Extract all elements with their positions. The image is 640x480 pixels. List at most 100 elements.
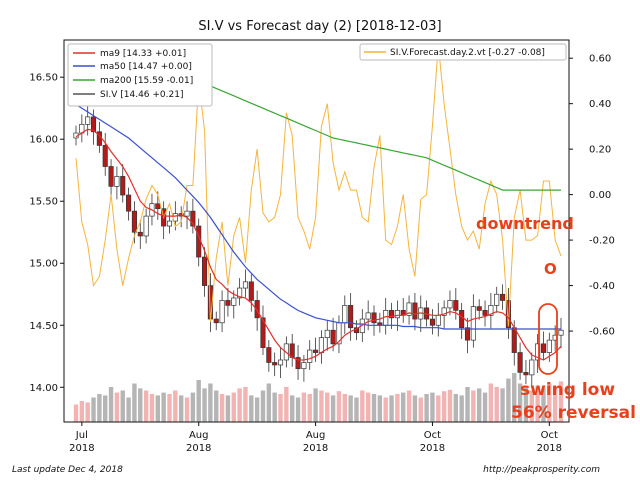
volume-bar bbox=[184, 397, 190, 422]
ma9-line bbox=[75, 128, 562, 361]
volume-bar bbox=[395, 394, 400, 422]
volume-bar bbox=[436, 395, 441, 422]
volume-bar bbox=[494, 387, 499, 422]
x-tick-year: 2018 bbox=[186, 443, 211, 454]
volume-bar bbox=[552, 387, 558, 422]
legend-siv: SI.V [14.46 +0.21] bbox=[100, 90, 183, 100]
x-tick-label: Jul bbox=[75, 430, 88, 441]
candle-body bbox=[225, 300, 231, 306]
volume-bar bbox=[506, 378, 511, 422]
volume-bar bbox=[541, 388, 546, 422]
right-tick-label: 0.00 bbox=[589, 190, 611, 201]
candle-body bbox=[277, 359, 284, 366]
candle-body bbox=[120, 176, 126, 196]
candle-body bbox=[155, 203, 161, 210]
volume-bar bbox=[85, 402, 90, 422]
volume-bar bbox=[108, 387, 114, 422]
volume-bar bbox=[307, 394, 312, 422]
right-tick-label: 0.40 bbox=[589, 99, 611, 110]
right-axis-ticks: 0.60 0.40 0.20 0.00 -0.20 -0.40 -0.60 bbox=[569, 54, 615, 338]
volume-bar bbox=[143, 390, 149, 422]
left-tick-label: 16.00 bbox=[29, 135, 58, 146]
candle-body bbox=[237, 287, 243, 299]
volume-bar bbox=[354, 397, 359, 422]
legend-right: SI.V.Forecast.day.2.vt [-0.27 -0.08] bbox=[359, 43, 567, 61]
x-tick-label: Oct bbox=[424, 430, 441, 441]
candle-body bbox=[184, 210, 190, 217]
volume-bar bbox=[406, 390, 412, 422]
volume-bar bbox=[389, 395, 394, 422]
left-axis-ticks: 14.00 14.50 15.00 15.50 16.00 16.50 bbox=[29, 73, 64, 394]
candle-body bbox=[453, 300, 459, 311]
volume-bar bbox=[225, 395, 231, 422]
candle-body bbox=[523, 372, 529, 376]
volume-bar bbox=[488, 383, 494, 422]
volume-bar bbox=[476, 388, 482, 422]
volume-bar bbox=[97, 394, 102, 422]
volume-bar bbox=[254, 397, 260, 422]
volume-bar bbox=[290, 395, 295, 422]
x-tick-year: 2018 bbox=[537, 443, 562, 454]
volume-bar bbox=[401, 392, 406, 422]
volume-bar bbox=[167, 394, 172, 422]
annotation-circle-letter: O bbox=[544, 260, 557, 278]
volume-bar bbox=[482, 392, 488, 422]
volume-bar bbox=[260, 390, 266, 422]
candle-body bbox=[488, 305, 494, 316]
volume-bar bbox=[266, 383, 272, 422]
volume-bar bbox=[336, 391, 342, 422]
candle-body bbox=[470, 306, 476, 341]
volume-bar bbox=[365, 392, 371, 422]
volume-bar bbox=[441, 391, 447, 422]
volume-bar bbox=[114, 392, 120, 422]
volume-bar bbox=[529, 390, 534, 422]
volume-bar bbox=[360, 390, 365, 422]
candle-body bbox=[114, 176, 120, 187]
forecast-line bbox=[75, 44, 562, 327]
volume-bar bbox=[249, 395, 254, 422]
candle-body bbox=[348, 305, 354, 329]
volume-bar bbox=[190, 392, 196, 422]
annotation-downtrend: downtrend bbox=[476, 214, 574, 233]
volume-bar bbox=[126, 397, 131, 422]
volume-bar bbox=[371, 394, 377, 422]
legend-ma9: ma9 [14.33 +0.01] bbox=[100, 49, 186, 59]
candle-body bbox=[388, 310, 395, 319]
candle-body bbox=[540, 343, 547, 353]
volume-bar bbox=[138, 388, 143, 422]
annotation-reversal: 56% reversal bbox=[511, 403, 636, 423]
x-tick-label: Aug bbox=[189, 430, 209, 441]
candle-body bbox=[126, 194, 132, 212]
candle-body bbox=[476, 306, 482, 311]
left-tick-label: 14.00 bbox=[29, 383, 58, 394]
volume-bar bbox=[284, 387, 289, 422]
candle-body bbox=[272, 362, 278, 366]
candle-body bbox=[394, 310, 400, 319]
volume-bar bbox=[237, 388, 242, 422]
volume-bar bbox=[330, 395, 336, 422]
volume-bar bbox=[120, 390, 125, 422]
volume-bar bbox=[465, 387, 470, 422]
candle-body bbox=[266, 347, 272, 363]
candle-body bbox=[102, 145, 108, 167]
right-tick-label: 0.60 bbox=[589, 54, 611, 65]
x-axis-ticks: Jul2018Aug2018Aug2018Oct2018Oct2018Nov20… bbox=[69, 422, 562, 454]
candle-body bbox=[505, 300, 511, 329]
candle-body bbox=[324, 329, 330, 339]
candle-body bbox=[546, 339, 552, 353]
volume-bar bbox=[219, 394, 225, 422]
candle-body bbox=[301, 362, 307, 370]
volume-bar bbox=[278, 394, 283, 422]
candle-body bbox=[295, 357, 301, 370]
candle-body bbox=[441, 307, 447, 316]
volume-bar bbox=[430, 392, 435, 422]
candle-body bbox=[108, 166, 114, 187]
volume-bar bbox=[301, 392, 307, 422]
x-tick-year: 2018 bbox=[69, 443, 94, 454]
candle-body bbox=[242, 281, 249, 289]
volume-bar bbox=[319, 390, 324, 422]
volume-bar bbox=[547, 383, 552, 422]
left-tick-label: 15.00 bbox=[29, 259, 58, 270]
volume-bar bbox=[471, 390, 476, 422]
